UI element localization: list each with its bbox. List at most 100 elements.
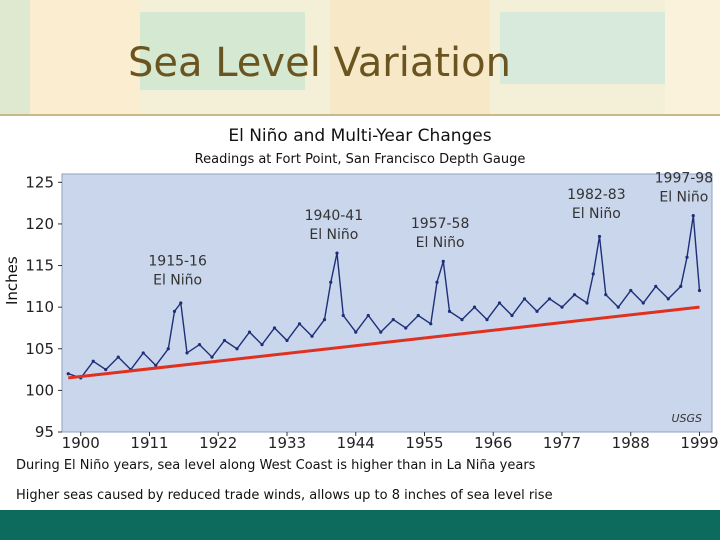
series-point (210, 355, 214, 359)
series-point (691, 214, 695, 218)
annotation-line: 1982-83 (567, 187, 626, 203)
series-point (185, 351, 189, 355)
y-tick-label: 125 (25, 173, 54, 191)
annotation-line: El Niño (309, 227, 358, 243)
footer-band (0, 510, 720, 540)
series-point (247, 330, 252, 334)
series-point (66, 372, 70, 376)
y-tick-label: 105 (25, 340, 54, 358)
header-decor-block (0, 0, 30, 116)
series-point (172, 309, 177, 313)
trend-line (68, 305, 700, 380)
header-divider (0, 114, 720, 116)
plot-area (61, 173, 713, 433)
series-point (597, 234, 602, 239)
series-point (341, 313, 345, 318)
series-point (379, 330, 383, 334)
chart-svg: 95 100 105 110 115 120 125 1900 1911 1922 1933 1944… (25, 170, 718, 452)
series-point (447, 309, 452, 313)
series-point (272, 326, 277, 330)
annotation-line: El Niño (572, 206, 621, 222)
series-point (235, 347, 239, 351)
series-point (322, 318, 327, 322)
series-point (329, 280, 333, 284)
chart-title: El Niño and Multi-Year Changes (228, 126, 492, 146)
series-point (416, 313, 420, 318)
y-tick-label: 95 (35, 423, 54, 441)
y-tick-label: 115 (25, 257, 54, 275)
x-tick-label: 1977 (543, 434, 581, 452)
header-decor-block (500, 12, 665, 84)
series-point (197, 343, 202, 347)
annotation-label: 1957-58 El Niño (411, 216, 470, 251)
series-point (154, 363, 158, 368)
note-el-nino: During El Niño years, sea level along We… (16, 458, 536, 473)
series-point (166, 347, 170, 351)
series-point (629, 288, 633, 293)
series-point (141, 351, 145, 355)
header-decor-block (330, 0, 490, 116)
y-tick-label: 110 (25, 298, 54, 316)
series-point (285, 338, 289, 343)
note-trade-winds: Higher seas caused by reduced trade wind… (16, 488, 553, 503)
annotation-line: El Niño (659, 189, 708, 205)
series-point (510, 313, 514, 318)
series-point (585, 301, 589, 305)
slide-title: Sea Level Variation (128, 40, 511, 86)
series-point (441, 259, 445, 263)
series-point (222, 338, 227, 343)
annotation-label: 1940-41 El Niño (305, 208, 364, 243)
series-point (572, 293, 577, 297)
series-point (641, 301, 645, 305)
header-decor-block (140, 12, 305, 90)
chart: 95 100 105 110 115 120 125 1900 1911 1922 1933 1944… (0, 170, 720, 452)
series-point (522, 297, 527, 301)
series-point (391, 318, 395, 322)
series-point (460, 318, 464, 322)
series-point (616, 305, 620, 309)
series-point (591, 272, 595, 276)
y-axis-label: Inches (3, 256, 21, 305)
series-point (560, 305, 564, 309)
x-tick-label: 1944 (337, 434, 375, 452)
x-tick-label: 1955 (405, 434, 443, 452)
annotation-line: El Niño (416, 235, 465, 251)
x-tick-label: 1911 (130, 434, 168, 452)
annotation-label: 1997-98 El Niño (655, 170, 714, 205)
series-point (654, 284, 658, 288)
header-decor-block (30, 0, 140, 116)
series-point (435, 280, 439, 284)
series-point (472, 305, 477, 309)
series-point (297, 322, 302, 326)
annotation-line: 1997-98 (655, 170, 714, 186)
series-point (429, 322, 433, 326)
x-tick-label: 1900 (62, 434, 100, 452)
annotation-line: 1957-58 (411, 216, 470, 232)
series-point (604, 293, 608, 297)
series-point (335, 251, 339, 255)
series-point (547, 297, 552, 301)
series-point (116, 355, 120, 359)
series-point (366, 313, 370, 318)
annotation-line: 1940-41 (305, 208, 364, 224)
series-point (497, 301, 502, 305)
series-point (666, 297, 670, 301)
annotation-line: 1915-16 (148, 254, 207, 270)
series-point (535, 309, 539, 313)
annotation-line: El Niño (153, 273, 202, 289)
header-band: Sea Level Variation (0, 0, 720, 116)
series-point (404, 326, 408, 330)
series-point (310, 334, 314, 338)
series-point (685, 255, 689, 259)
x-tick-label: 1999 (680, 434, 718, 452)
y-tick-label: 120 (25, 215, 54, 233)
x-tick-label: 1988 (612, 434, 650, 452)
series-point (354, 330, 358, 334)
annotation-label: 1982-83 El Niño (567, 187, 626, 222)
series-point (91, 359, 95, 363)
y-tick-label: 100 (25, 381, 54, 399)
source-label: USGS (671, 412, 702, 425)
series-point (485, 318, 489, 322)
series-point (104, 367, 108, 372)
series-point (697, 288, 702, 293)
